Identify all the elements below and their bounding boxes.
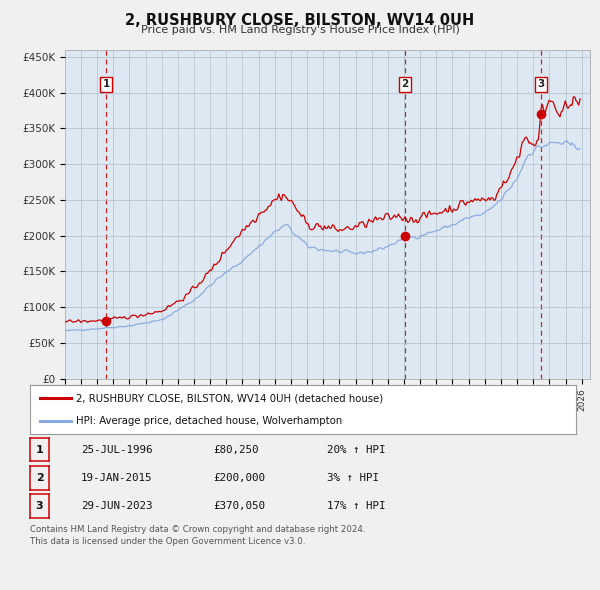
Text: £370,050: £370,050 xyxy=(213,502,265,511)
Text: 2: 2 xyxy=(401,79,409,89)
Text: 2: 2 xyxy=(36,473,43,483)
Text: 1: 1 xyxy=(103,79,110,89)
Text: 29-JUN-2023: 29-JUN-2023 xyxy=(81,502,152,511)
Text: HPI: Average price, detached house, Wolverhampton: HPI: Average price, detached house, Wolv… xyxy=(76,415,343,425)
Text: 19-JAN-2015: 19-JAN-2015 xyxy=(81,473,152,483)
Text: 25-JUL-1996: 25-JUL-1996 xyxy=(81,445,152,454)
Text: 2, RUSHBURY CLOSE, BILSTON, WV14 0UH: 2, RUSHBURY CLOSE, BILSTON, WV14 0UH xyxy=(125,13,475,28)
Text: 17% ↑ HPI: 17% ↑ HPI xyxy=(327,502,386,511)
Text: 20% ↑ HPI: 20% ↑ HPI xyxy=(327,445,386,454)
Text: £200,000: £200,000 xyxy=(213,473,265,483)
Text: Price paid vs. HM Land Registry's House Price Index (HPI): Price paid vs. HM Land Registry's House … xyxy=(140,25,460,35)
Text: Contains HM Land Registry data © Crown copyright and database right 2024.
This d: Contains HM Land Registry data © Crown c… xyxy=(30,525,365,546)
Text: £80,250: £80,250 xyxy=(213,445,259,454)
Text: 3: 3 xyxy=(538,79,545,89)
Text: 3: 3 xyxy=(36,502,43,511)
Text: 3% ↑ HPI: 3% ↑ HPI xyxy=(327,473,379,483)
Text: 1: 1 xyxy=(36,445,43,454)
Text: 2, RUSHBURY CLOSE, BILSTON, WV14 0UH (detached house): 2, RUSHBURY CLOSE, BILSTON, WV14 0UH (de… xyxy=(76,394,383,404)
